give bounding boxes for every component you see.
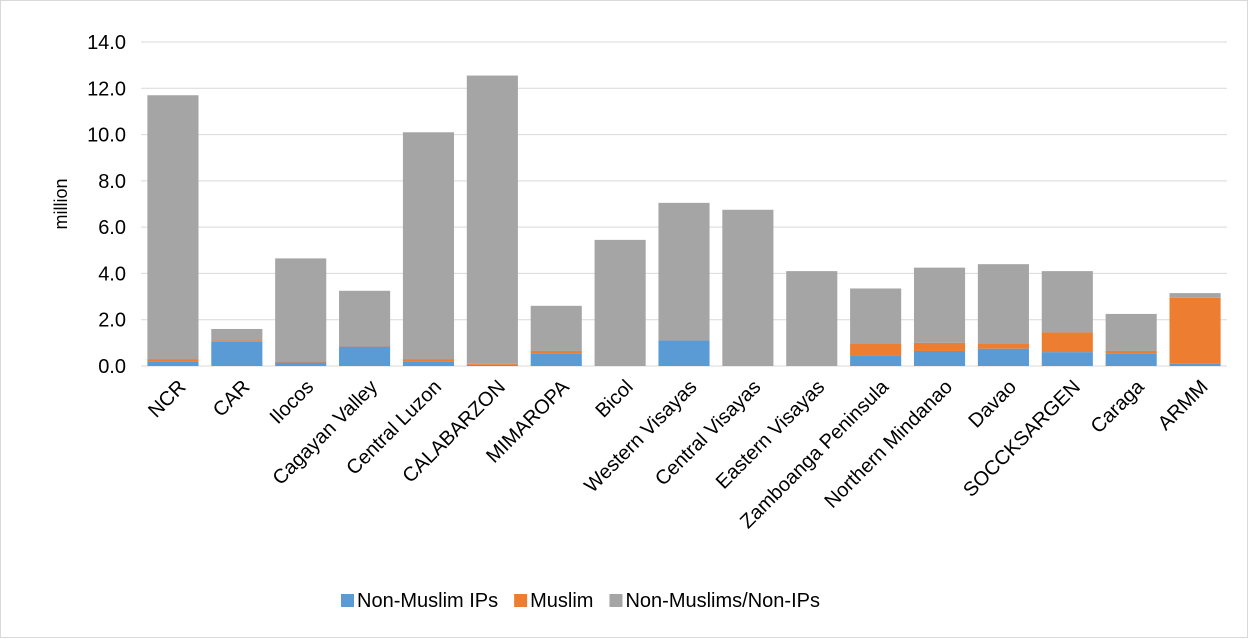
bar-segment xyxy=(147,95,199,360)
legend-label: Non-Muslim IPs xyxy=(357,590,498,612)
bar-segment xyxy=(977,348,1029,366)
bar-segment xyxy=(211,328,263,341)
x-tick-label: Western Visayas xyxy=(580,376,701,497)
bar-segment xyxy=(466,363,518,365)
bar-segment xyxy=(658,202,710,341)
bar-segment xyxy=(1105,353,1157,366)
legend-label: Non-Muslims/Non-IPs xyxy=(625,590,819,612)
y-tick-label: 12.0 xyxy=(87,78,126,100)
legend-swatch xyxy=(514,594,528,607)
bar-segment xyxy=(147,361,199,366)
bar-segment xyxy=(147,359,199,362)
bar-segment xyxy=(530,353,582,366)
bar-segment xyxy=(402,361,455,366)
bar-segment xyxy=(275,361,327,363)
bar-segment xyxy=(339,346,391,366)
bar-segment xyxy=(211,340,263,342)
y-tick-label: 0.0 xyxy=(98,356,126,378)
bar-segment xyxy=(850,355,902,366)
x-tick-label: ARMM xyxy=(1154,376,1213,435)
y-tick-label: 2.0 xyxy=(98,310,126,332)
legend-label: Muslim xyxy=(530,590,593,612)
bar-segment xyxy=(1105,313,1157,351)
bar-segment xyxy=(466,364,518,366)
bar-segment xyxy=(1041,332,1093,353)
y-tick-label: 10.0 xyxy=(87,125,126,147)
bar-segment xyxy=(977,264,1029,345)
x-tick-label: Davao xyxy=(965,376,1021,432)
legend-item: Non-Muslim IPs xyxy=(341,590,498,612)
y-tick-label: 8.0 xyxy=(98,171,126,193)
bar-segment xyxy=(913,342,966,351)
bar-segment xyxy=(530,350,582,354)
bar-segment xyxy=(594,239,646,366)
bar-segment xyxy=(275,258,327,362)
bar-segment xyxy=(339,290,391,346)
x-tick-label: Eastern Visayas xyxy=(712,376,829,493)
x-tick-label: Northern Mindanao xyxy=(820,376,957,513)
x-tick-label: SOCCKSARGEN xyxy=(959,376,1085,502)
bar-segment xyxy=(1041,352,1093,366)
bar-segment xyxy=(722,209,774,366)
bar-segment xyxy=(466,75,518,364)
x-tick-label: NCR xyxy=(144,376,190,422)
x-tick-label: CAR xyxy=(209,376,254,421)
legend-item: Muslim xyxy=(514,590,593,612)
bar-segment xyxy=(913,350,966,366)
bar-segment xyxy=(850,288,902,345)
y-tick-label: 6.0 xyxy=(98,217,126,239)
x-tick-label: Bicol xyxy=(591,376,637,422)
bar-segment xyxy=(1041,271,1093,333)
legend-swatch xyxy=(341,594,354,607)
bar-segment xyxy=(786,271,838,366)
bar-segment xyxy=(850,344,902,356)
bar-segment xyxy=(339,345,391,347)
bar-segment xyxy=(1169,297,1221,364)
bar-segment xyxy=(1169,363,1221,366)
y-tick-label: 14.0 xyxy=(87,32,126,54)
bar-segment xyxy=(977,344,1029,349)
bar-segment xyxy=(530,305,582,351)
y-axis-title: million xyxy=(51,178,71,229)
bar-segment xyxy=(913,267,966,343)
bar-segment xyxy=(658,340,710,366)
y-tick-label: 4.0 xyxy=(98,263,126,285)
bar-segment xyxy=(1105,350,1157,354)
legend-item: Non-Muslims/Non-IPs xyxy=(609,590,820,612)
bar-segment xyxy=(211,341,263,366)
bar-segment xyxy=(402,359,455,362)
legend-swatch xyxy=(609,594,623,607)
bar-segment xyxy=(1169,293,1221,298)
x-tick-label: Caraga xyxy=(1087,375,1150,438)
bar-segment xyxy=(402,132,455,360)
bar-segment xyxy=(275,362,327,366)
x-tick-label: Ilocos xyxy=(266,376,319,429)
